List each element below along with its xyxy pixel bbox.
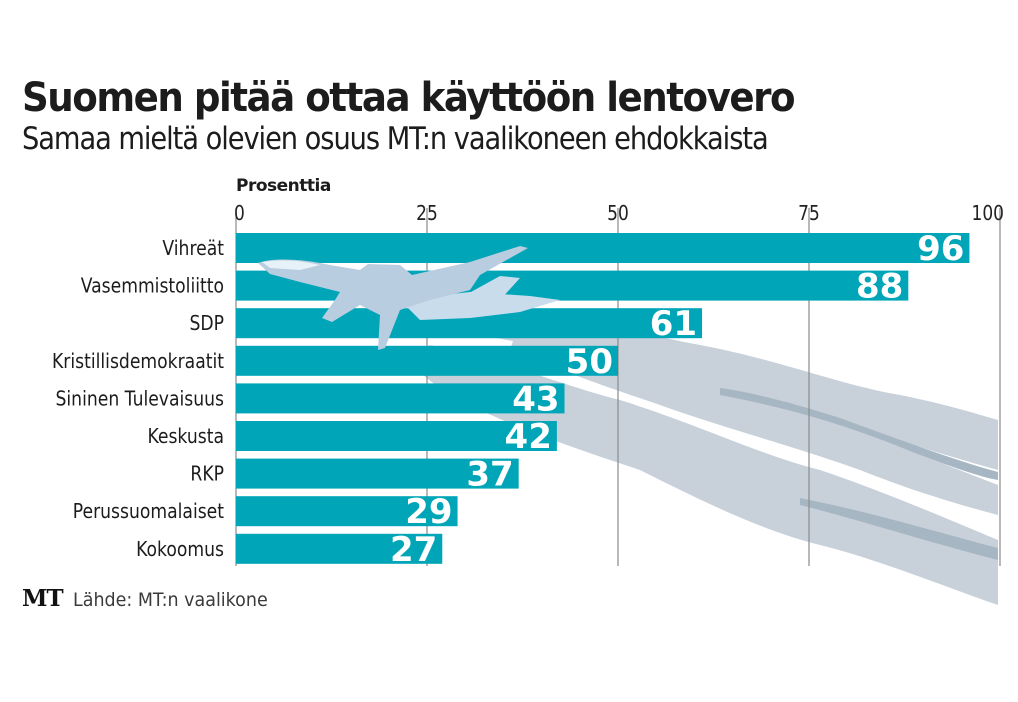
x-tick-label: 100 xyxy=(972,203,1004,226)
contrails-decoration xyxy=(410,300,998,605)
chart-title: Suomen pitää ottaa käyttöön lentovero xyxy=(22,75,796,121)
x-tick-label: 50 xyxy=(607,203,629,226)
category-label: Sininen Tulevaisuus xyxy=(55,388,224,411)
bar-1 xyxy=(236,233,970,263)
data-label: 42 xyxy=(505,417,552,457)
data-label: 61 xyxy=(650,304,697,344)
source-line: MT Lähde: MT:n vaalikone xyxy=(22,585,284,612)
mt-logo: MT xyxy=(22,585,64,612)
x-tick-labels: 0 25 50 75 100 xyxy=(234,203,1004,226)
airplane-shadow xyxy=(400,276,560,320)
category-labels: Vihreät Vasemmistoliitto SDP Kristillisdemo… xyxy=(52,238,224,561)
data-label: 50 xyxy=(566,342,613,382)
x-axis-label: Prosenttia xyxy=(236,176,331,196)
contrail-2 xyxy=(510,320,998,515)
category-label: Kristillisdemokraatit xyxy=(52,351,224,374)
chart-subtitle: Samaa mieltä olevien osuus MT:n vaalikon… xyxy=(22,121,769,157)
data-label: 29 xyxy=(405,492,452,532)
bars xyxy=(236,233,970,564)
airplane-body xyxy=(258,246,528,350)
bar-8 xyxy=(236,496,458,527)
x-tick-label: 25 xyxy=(416,203,438,226)
category-label: RKP xyxy=(190,463,224,486)
category-label: SDP xyxy=(189,313,224,336)
bar-7 xyxy=(236,458,519,489)
data-label: 27 xyxy=(390,530,437,570)
bar-6 xyxy=(236,421,557,451)
data-label: 96 xyxy=(917,229,964,269)
airplane-icon xyxy=(258,246,560,350)
category-label: Keskusta xyxy=(147,426,224,449)
data-label: 43 xyxy=(512,379,559,419)
bar-9 xyxy=(236,533,443,564)
contrail-shadow-2 xyxy=(800,498,998,560)
bar-5 xyxy=(236,383,565,414)
airplane-highlight xyxy=(262,260,320,270)
category-label: Vihreät xyxy=(162,238,224,261)
contrail-shadow-1 xyxy=(720,388,998,480)
data-label: 88 xyxy=(856,267,903,307)
x-tick-label: 75 xyxy=(798,203,820,226)
data-label: 37 xyxy=(466,455,513,495)
category-label: Kokoomus xyxy=(136,539,224,562)
category-label: Vasemmistoliitto xyxy=(81,275,224,298)
x-tick-label: 0 xyxy=(234,203,245,226)
category-label: Perussuomalaiset xyxy=(73,501,224,524)
source-text: Lähde: MT:n vaalikone xyxy=(72,589,268,611)
bar-4 xyxy=(236,345,618,376)
